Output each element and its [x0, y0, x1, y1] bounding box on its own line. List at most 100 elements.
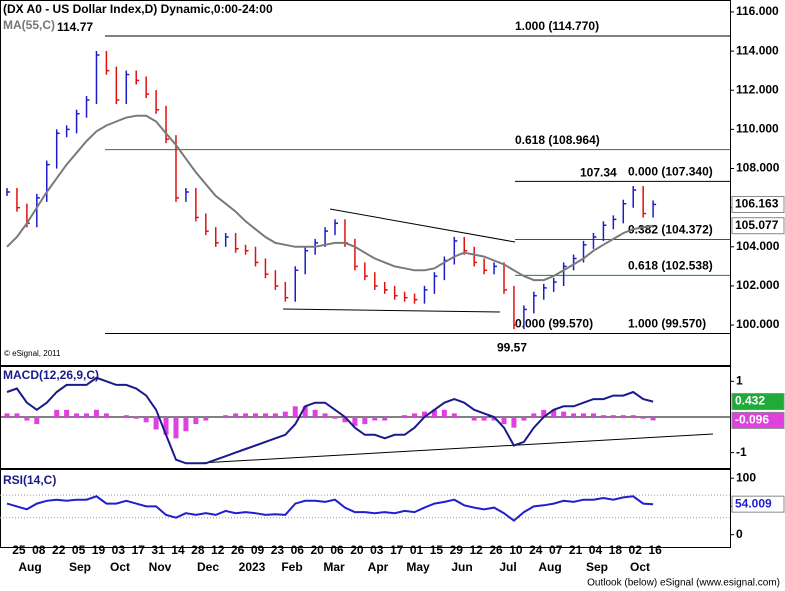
x-tick-label: 31	[151, 543, 165, 557]
histogram-bar	[183, 416, 189, 432]
fib-label: 0.000 (99.570)	[515, 317, 593, 331]
histogram-bar	[163, 416, 169, 435]
histogram-bar	[322, 413, 328, 417]
histogram-bar	[610, 415, 616, 417]
x-tick-label: 21	[569, 543, 583, 557]
histogram-bar	[590, 413, 596, 417]
fib-label: 0.618 (102.538)	[628, 259, 713, 273]
y-tick-label: 112.000	[736, 82, 779, 96]
histogram-bar	[451, 413, 457, 417]
x-tick-label: 23	[271, 543, 285, 557]
histogram-bar	[103, 413, 109, 417]
series-line	[6, 376, 654, 465]
x-tick-label: 03	[370, 543, 384, 557]
x-tick-label: 15	[430, 543, 444, 557]
last-value-label: -0.096	[735, 413, 769, 427]
histogram-bar	[521, 416, 527, 421]
histogram-bar	[561, 411, 567, 417]
month-label: Aug	[538, 560, 561, 574]
trend-line	[282, 308, 501, 313]
x-tick-label: 02	[629, 543, 643, 557]
x-tick-label: 12	[470, 543, 484, 557]
trend-line	[329, 208, 516, 243]
histogram-bar	[233, 413, 239, 417]
month-label: Feb	[281, 560, 302, 574]
y-tick-label: -1	[736, 445, 747, 459]
legend-entry: MA(55,C)	[3, 18, 55, 32]
histogram-bar	[14, 413, 20, 417]
chart-title: (DX A0 - US Dollar Index,D) Dynamic,0:00…	[3, 2, 273, 16]
histogram-bar	[431, 409, 437, 417]
histogram-bar	[551, 409, 557, 417]
last-value-box	[731, 411, 785, 429]
histogram-bar	[223, 415, 229, 417]
month-label: Jul	[499, 560, 516, 574]
x-tick-label: 10	[509, 543, 523, 557]
histogram-bar	[292, 406, 298, 417]
month-label: Dec	[197, 560, 219, 574]
x-tick-label: 09	[251, 543, 265, 557]
histogram-bar	[332, 416, 338, 419]
last-value-label: 54.009	[735, 496, 772, 510]
fib-label: 1.000 (99.570)	[628, 317, 706, 331]
series-line	[6, 495, 654, 522]
histogram-bar	[64, 409, 70, 417]
y-tick-label: 110.000	[736, 122, 779, 136]
annotation: 99.57	[497, 341, 527, 355]
last-value-box	[731, 495, 785, 513]
fib-label: 0.618 (108.964)	[515, 133, 600, 147]
histogram-bar	[123, 415, 129, 417]
histogram-bar	[571, 413, 577, 417]
histogram-bar	[481, 416, 487, 421]
x-tick-label: 08	[32, 543, 46, 557]
histogram-bar	[471, 416, 477, 421]
x-tick-label: 16	[648, 543, 662, 557]
x-tick-label: 22	[52, 543, 66, 557]
histogram-bar	[243, 413, 249, 417]
histogram-bar	[372, 416, 378, 421]
last-value-box	[731, 393, 785, 411]
histogram-bar	[282, 411, 288, 417]
histogram-bar	[173, 416, 179, 439]
histogram-bar	[74, 413, 80, 417]
histogram-bar	[193, 416, 199, 425]
y-tick-label: 100.000	[736, 317, 780, 331]
x-tick-label: 20	[350, 543, 364, 557]
x-tick-label: 28	[191, 543, 205, 557]
histogram-bar	[541, 409, 547, 417]
x-tick-label: 18	[609, 543, 623, 557]
x-tick-label: 24	[529, 543, 543, 557]
histogram-bar	[54, 409, 60, 417]
y-tick-label: 114.000	[736, 43, 779, 57]
month-label: Nov	[149, 560, 172, 574]
x-tick-label: 17	[390, 543, 404, 557]
histogram-bar	[133, 416, 139, 419]
fib-label: 0.000 (107.340)	[628, 165, 713, 179]
x-tick-label: 01	[410, 543, 424, 557]
histogram-bar	[143, 416, 149, 423]
month-label: Mar	[323, 560, 345, 574]
x-tick-label: 07	[549, 543, 563, 557]
x-tick-label: 25	[12, 543, 26, 557]
month-label: Sep	[69, 560, 91, 574]
histogram-bar	[4, 413, 10, 417]
x-tick-label: 26	[231, 543, 245, 557]
y-tick-label: 0	[736, 527, 743, 541]
panel-title: MACD(12,26,9,C)	[3, 368, 99, 382]
x-tick-label: 05	[72, 543, 86, 557]
y-tick-label: 108.000	[736, 161, 780, 175]
histogram-bar	[253, 413, 258, 417]
trend-line	[199, 433, 714, 464]
histogram-bar	[600, 415, 606, 417]
histogram-bar	[412, 413, 418, 417]
histogram-bar	[650, 416, 656, 421]
month-label: Aug	[18, 560, 41, 574]
month-label: Apr	[368, 560, 389, 574]
histogram-bar	[441, 409, 447, 417]
histogram-bar	[312, 409, 318, 417]
histogram-bar	[531, 413, 537, 417]
histogram-bar	[302, 406, 308, 417]
annotation: 114.77	[57, 20, 93, 34]
